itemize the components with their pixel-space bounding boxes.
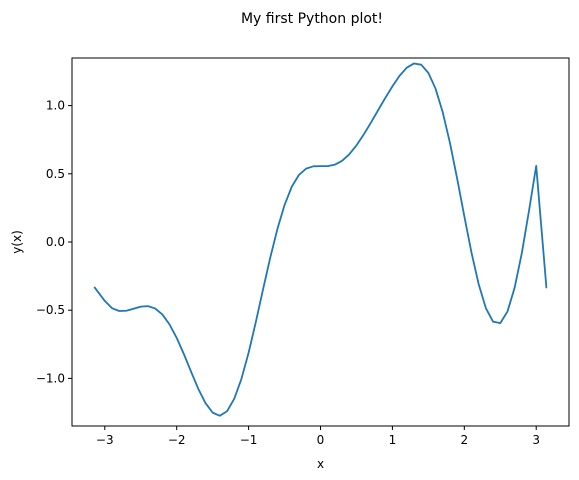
y-tick-label: −0.5: [36, 303, 65, 317]
plot-frame: [71, 57, 570, 427]
x-axis: −3 −2 −1 0 1 2 3: [96, 426, 540, 447]
x-tick-label: 1: [389, 433, 397, 447]
x-tick-label: 0: [317, 433, 325, 447]
y-tick-label: 1.0: [46, 99, 65, 113]
series-line-0: [93, 62, 548, 417]
x-axis-label: x: [317, 457, 324, 471]
y-tick-label: 0.5: [46, 167, 65, 181]
x-tick-label: 2: [460, 433, 468, 447]
y-tick-label: 0.0: [46, 235, 65, 249]
y-axis-label: y(x): [10, 230, 24, 254]
x-tick-label: −1: [240, 433, 258, 447]
x-tick-label: −2: [168, 433, 186, 447]
plot-area: [93, 62, 548, 417]
chart-title: My first Python plot!: [241, 11, 383, 27]
x-tick-label: −3: [96, 433, 114, 447]
x-tick-label: 3: [532, 433, 540, 447]
y-tick-label: −1.0: [36, 371, 65, 385]
y-axis: −1.0 −0.5 0.0 0.5 1.0: [36, 99, 72, 385]
